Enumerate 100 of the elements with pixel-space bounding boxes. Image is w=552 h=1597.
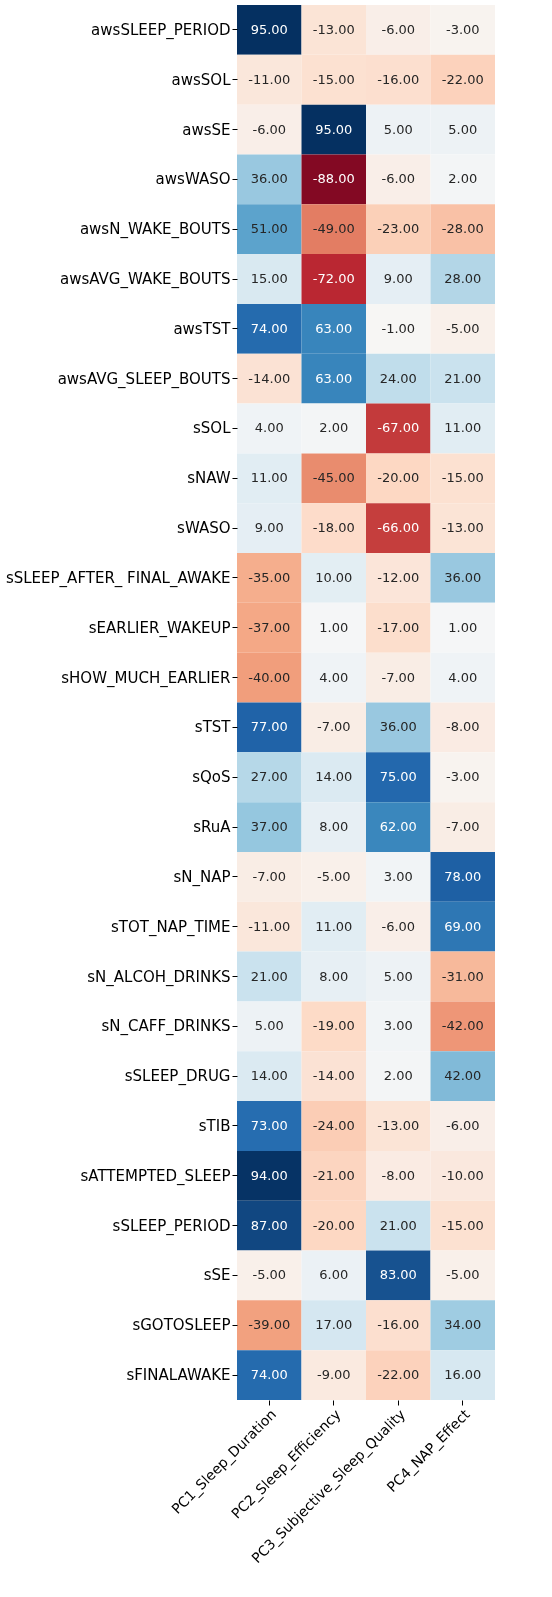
data-label: -23.00 [377, 221, 420, 237]
data-label: 28.00 [444, 271, 482, 287]
data-label: 5.00 [383, 968, 413, 984]
data-label: 21.00 [379, 1217, 417, 1233]
data-label: 74.00 [250, 320, 288, 336]
data-label: 95.00 [250, 21, 288, 37]
data-label: 36.00 [250, 171, 288, 187]
data-label: 94.00 [250, 1167, 288, 1183]
y-tick-label: awsWASO [155, 170, 231, 189]
data-label: -66.00 [377, 520, 420, 536]
data-label: -20.00 [312, 1217, 355, 1233]
data-label: -5.00 [445, 1267, 480, 1283]
y-tick-label: sATTEMPTED_SLEEP [80, 1166, 231, 1186]
data-label: 8.00 [319, 968, 349, 984]
data-label: 5.00 [254, 1018, 284, 1034]
y-tick-label: sNAW [187, 469, 231, 488]
y-tick-label: sSLEEP_DRUG [124, 1067, 231, 1087]
data-label: 6.00 [319, 1267, 349, 1283]
y-tick-label: sN_ALCOH_DRINKS [87, 967, 231, 987]
y-tick-label: sTOT_NAP_TIME [111, 917, 231, 937]
data-label: -16.00 [377, 1317, 420, 1333]
data-label: -16.00 [377, 71, 420, 87]
data-label: 27.00 [250, 769, 288, 785]
data-label: -12.00 [377, 569, 420, 585]
y-tick-label: awsAVG_SLEEP_BOUTS [57, 369, 231, 389]
data-label: 87.00 [250, 1217, 288, 1233]
data-label: 14.00 [250, 1068, 288, 1084]
data-label: 2.00 [448, 171, 478, 187]
data-label: -6.00 [445, 1117, 480, 1133]
y-tick-label: sTIB [198, 1116, 231, 1135]
data-label: 21.00 [444, 370, 482, 386]
data-label: 11.00 [315, 918, 353, 934]
data-label: -49.00 [312, 221, 355, 237]
y-tick-label: sSLEEP_PERIOD [112, 1216, 231, 1236]
data-label: 77.00 [250, 719, 288, 735]
data-label: -37.00 [248, 619, 291, 635]
data-label: 21.00 [250, 968, 288, 984]
data-label: -17.00 [377, 619, 420, 635]
data-label: -15.00 [441, 470, 484, 486]
data-label: -42.00 [441, 1018, 484, 1034]
data-label: -13.00 [312, 21, 355, 37]
y-tick-label: sHOW_MUCH_EARLIER [61, 668, 231, 688]
data-label: -11.00 [248, 71, 291, 87]
data-label: 9.00 [254, 520, 284, 536]
data-label: 37.00 [250, 819, 288, 835]
data-label: -7.00 [316, 719, 351, 735]
y-tick-label: sWASO [177, 519, 231, 538]
data-label: -24.00 [312, 1117, 355, 1133]
data-label: -20.00 [377, 470, 420, 486]
y-tick-label: awsTST [173, 319, 232, 338]
data-label: 74.00 [250, 1367, 288, 1383]
data-label: 2.00 [319, 420, 349, 436]
data-label: -15.00 [312, 71, 355, 87]
data-label: 24.00 [379, 370, 417, 386]
data-label: -6.00 [381, 171, 416, 187]
data-label: -72.00 [312, 271, 355, 287]
data-label: 17.00 [315, 1317, 353, 1333]
y-tick-label: sSLEEP_AFTER_ FINAL_AWAKE [5, 568, 231, 588]
data-label: -22.00 [441, 71, 484, 87]
data-label: 11.00 [444, 420, 482, 436]
y-tick-label: sEARLIER_WAKEUP [88, 618, 231, 638]
y-tick-label: sSOL [193, 419, 232, 438]
data-label: -15.00 [441, 1217, 484, 1233]
data-label: -3.00 [445, 21, 480, 37]
data-label: 3.00 [383, 868, 413, 884]
data-label: -40.00 [248, 669, 291, 685]
data-label: -21.00 [312, 1167, 355, 1183]
data-label: -7.00 [445, 819, 480, 835]
y-tick-label: awsSOL [171, 70, 232, 89]
data-label: 69.00 [444, 918, 482, 934]
data-label: 8.00 [319, 819, 349, 835]
data-label: -39.00 [248, 1317, 291, 1333]
data-label: -5.00 [445, 320, 480, 336]
data-label: -5.00 [316, 868, 351, 884]
data-label: 3.00 [383, 1018, 413, 1034]
data-label: -28.00 [441, 221, 484, 237]
data-label: -6.00 [252, 121, 287, 137]
data-label: -45.00 [312, 470, 355, 486]
data-label: 73.00 [250, 1117, 288, 1133]
data-label: 1.00 [448, 619, 478, 635]
y-tick-label: awsSE [182, 120, 231, 139]
data-label: 5.00 [383, 121, 413, 137]
data-label: -13.00 [441, 520, 484, 536]
y-tick-label: sRuA [193, 818, 232, 837]
data-label: -35.00 [248, 569, 291, 585]
data-label: 63.00 [315, 320, 353, 336]
data-label: -14.00 [248, 370, 291, 386]
data-label: -18.00 [312, 520, 355, 536]
data-label: -7.00 [381, 669, 416, 685]
data-label: 10.00 [315, 569, 353, 585]
y-tick-label: sQoS [192, 768, 231, 787]
data-label: -10.00 [441, 1167, 484, 1183]
data-label: 63.00 [315, 370, 353, 386]
data-label: -67.00 [377, 420, 420, 436]
y-tick-label: sGOTOSLEEP [132, 1316, 231, 1335]
data-label: 5.00 [448, 121, 478, 137]
data-label: -22.00 [377, 1367, 420, 1383]
data-label: 4.00 [448, 669, 478, 685]
data-label: 4.00 [319, 669, 349, 685]
data-label: 83.00 [379, 1267, 417, 1283]
